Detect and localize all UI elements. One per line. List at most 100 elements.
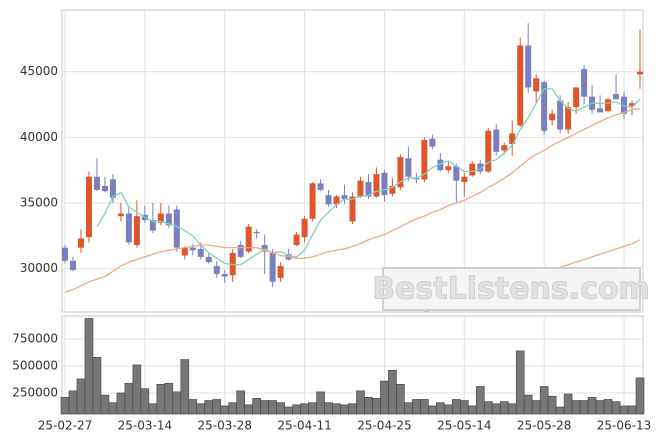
candle-body bbox=[437, 159, 444, 171]
candle-body bbox=[205, 256, 212, 263]
y-tick-label: 40000 bbox=[20, 130, 58, 144]
candle-body bbox=[453, 166, 460, 181]
candle-body bbox=[389, 185, 396, 194]
candle-body bbox=[541, 82, 548, 131]
volume-bar bbox=[324, 402, 333, 415]
x-tick-label: 25-04-25 bbox=[357, 419, 411, 433]
volume-bar bbox=[196, 403, 206, 415]
volume-bar bbox=[483, 401, 493, 415]
candle-body bbox=[421, 139, 428, 180]
candle-body bbox=[133, 216, 140, 246]
volume-bar bbox=[108, 402, 118, 415]
volume-bar bbox=[252, 398, 261, 415]
candle-body bbox=[245, 226, 252, 252]
volume-bar bbox=[404, 402, 413, 415]
volume-bar bbox=[308, 402, 317, 415]
candle-body bbox=[381, 172, 388, 196]
candle-body bbox=[365, 182, 372, 197]
volume-bar bbox=[100, 394, 110, 415]
candle-body bbox=[469, 163, 476, 176]
volume-bar bbox=[292, 404, 301, 415]
volume-bar bbox=[340, 404, 349, 415]
volume-bar bbox=[76, 378, 86, 415]
volume-bar bbox=[396, 384, 405, 415]
volume-bar bbox=[156, 384, 166, 415]
candle-body bbox=[277, 266, 284, 278]
candle-body bbox=[501, 145, 508, 151]
candle-body bbox=[157, 213, 164, 223]
x-tick-label: 25-04-11 bbox=[277, 419, 331, 433]
volume-bar bbox=[188, 399, 198, 415]
volume-bar bbox=[579, 400, 589, 415]
candle-body bbox=[317, 183, 324, 190]
candle-body bbox=[181, 247, 188, 256]
candle-body bbox=[573, 87, 580, 108]
candle-body bbox=[165, 213, 172, 226]
candle-body bbox=[62, 247, 68, 261]
volume-bar bbox=[491, 403, 501, 415]
candle-body bbox=[93, 176, 100, 190]
candle-body bbox=[581, 69, 588, 97]
candle-body bbox=[565, 107, 572, 130]
volume-bar bbox=[116, 392, 126, 415]
candle-body bbox=[325, 195, 332, 205]
volume-bar bbox=[180, 359, 190, 415]
volume-bar bbox=[68, 390, 78, 415]
volume-bar bbox=[460, 400, 469, 415]
volume-bar bbox=[619, 405, 629, 415]
volume-bar bbox=[372, 398, 381, 415]
candle-body bbox=[309, 183, 316, 219]
y-tick-label: 750000 bbox=[12, 331, 58, 345]
candle-body bbox=[197, 248, 204, 257]
candle-body bbox=[237, 245, 244, 257]
x-tick-label: 25-05-28 bbox=[517, 419, 571, 433]
volume-bar bbox=[603, 399, 613, 415]
volume-bar bbox=[627, 405, 637, 415]
volume-bar bbox=[475, 386, 485, 415]
candle-body bbox=[509, 133, 516, 144]
volume-bar bbox=[84, 318, 94, 415]
volume-bar bbox=[140, 388, 150, 415]
candle-body bbox=[445, 166, 452, 171]
candle-body bbox=[149, 220, 156, 231]
volume-bar bbox=[348, 403, 357, 415]
volume-bar bbox=[172, 391, 182, 415]
candle-body bbox=[429, 138, 436, 147]
candle-body bbox=[125, 213, 132, 243]
volume-bar bbox=[260, 400, 269, 415]
panel-frame bbox=[61, 9, 644, 313]
volume-bar bbox=[364, 396, 373, 415]
y-tick-label: 500000 bbox=[12, 358, 58, 372]
volume-bar bbox=[60, 396, 70, 415]
candle-body bbox=[117, 213, 124, 217]
volume-bar bbox=[268, 400, 277, 415]
candle-body bbox=[397, 157, 404, 188]
x-tick-label: 25-06-13 bbox=[597, 419, 651, 433]
volume-bar bbox=[452, 399, 461, 415]
candle-body bbox=[485, 130, 492, 172]
candle-body bbox=[413, 178, 420, 180]
volume-bar bbox=[132, 364, 142, 415]
volume-bar bbox=[507, 403, 517, 415]
candle-body bbox=[637, 71, 643, 75]
candle-body bbox=[629, 103, 636, 106]
y-tick-label: 30000 bbox=[20, 261, 58, 275]
volume-bar bbox=[204, 400, 214, 415]
candle-body bbox=[597, 108, 604, 113]
candle-body bbox=[85, 176, 92, 238]
volume-bar bbox=[244, 404, 253, 415]
volume-bar bbox=[276, 402, 285, 415]
candle-body bbox=[221, 273, 228, 277]
candle-body bbox=[213, 266, 220, 274]
candle-body bbox=[109, 179, 116, 198]
volume-bar bbox=[228, 402, 238, 415]
candle-body bbox=[301, 218, 308, 238]
candle-body bbox=[461, 176, 468, 183]
y-tick-label: 45000 bbox=[20, 64, 58, 78]
candle-body bbox=[557, 100, 564, 130]
candle-body bbox=[189, 247, 196, 251]
volume-bar bbox=[412, 399, 421, 415]
volume-bar bbox=[164, 382, 174, 415]
candle-body bbox=[605, 99, 612, 112]
